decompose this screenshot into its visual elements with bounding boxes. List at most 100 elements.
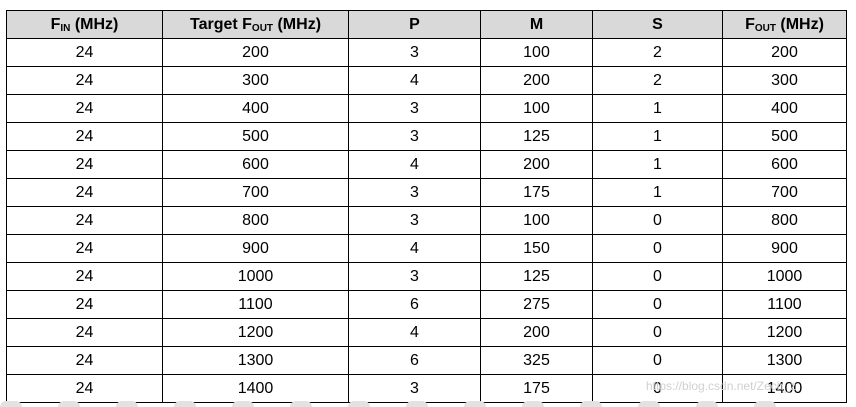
cell-target-fout: 1200: [162, 318, 349, 347]
cell-s: 0: [592, 206, 723, 235]
table-row: 24 800 3 100 0 800: [6, 206, 847, 235]
cell-fin: 24: [6, 150, 163, 179]
table-row: 24 1300 6 325 0 1300: [6, 346, 847, 375]
header-s: S: [592, 10, 723, 39]
table-body: 24 200 3 100 2 200 24 300 4 200 2 300 24 400 3 100 1 400 2…: [6, 38, 847, 403]
cell-m: 100: [480, 206, 593, 235]
cell-fout: 600: [722, 150, 847, 179]
cell-m: 175: [480, 374, 593, 403]
cell-p: 4: [348, 66, 481, 95]
cell-fin: 24: [6, 178, 163, 207]
table-row: 24 1400 3 175 0 1400: [6, 374, 847, 403]
header-p: P: [348, 10, 481, 39]
cell-s: 0: [592, 290, 723, 319]
cell-m: 125: [480, 122, 593, 151]
cell-fin: 24: [6, 346, 163, 375]
cell-p: 4: [348, 234, 481, 263]
table-row: 24 1200 4 200 0 1200: [6, 318, 847, 347]
cell-s: 0: [592, 318, 723, 347]
cell-target-fout: 300: [162, 66, 349, 95]
cell-fin: 24: [6, 122, 163, 151]
cell-fout: 300: [722, 66, 847, 95]
cell-target-fout: 200: [162, 38, 349, 67]
cell-fout: 200: [722, 38, 847, 67]
cell-s: 1: [592, 178, 723, 207]
header-fout: FOUT (MHz): [722, 10, 847, 39]
cell-s: 2: [592, 38, 723, 67]
cell-m: 275: [480, 290, 593, 319]
table-row: 24 1000 3 125 0 1000: [6, 262, 847, 291]
cropped-next-row-strip: [0, 400, 856, 407]
cell-p: 4: [348, 150, 481, 179]
cell-m: 125: [480, 262, 593, 291]
cell-s: 0: [592, 234, 723, 263]
cell-target-fout: 1300: [162, 346, 349, 375]
cell-p: 3: [348, 178, 481, 207]
cell-target-fout: 900: [162, 234, 349, 263]
pll-settings-table: FIN (MHz) Target FOUT (MHz) P M S FOUT (…: [6, 10, 847, 403]
cell-fin: 24: [6, 234, 163, 263]
cell-s: 0: [592, 346, 723, 375]
cell-m: 100: [480, 94, 593, 123]
cell-m: 100: [480, 38, 593, 67]
cell-m: 200: [480, 66, 593, 95]
cell-fout: 500: [722, 122, 847, 151]
table-row: 24 300 4 200 2 300: [6, 66, 847, 95]
cell-fin: 24: [6, 374, 163, 403]
cell-s: 1: [592, 94, 723, 123]
cell-fout: 1200: [722, 318, 847, 347]
cell-s: 0: [592, 262, 723, 291]
table-row: 24 700 3 175 1 700: [6, 178, 847, 207]
cell-fin: 24: [6, 206, 163, 235]
cell-s: 0: [592, 374, 723, 403]
cell-fin: 24: [6, 94, 163, 123]
cell-m: 200: [480, 150, 593, 179]
table-row: 24 400 3 100 1 400: [6, 94, 847, 123]
cell-p: 6: [348, 346, 481, 375]
cell-p: 6: [348, 290, 481, 319]
cell-target-fout: 800: [162, 206, 349, 235]
cell-target-fout: 500: [162, 122, 349, 151]
cell-fout: 400: [722, 94, 847, 123]
header-m: M: [480, 10, 593, 39]
cell-fout: 700: [722, 178, 847, 207]
cell-p: 3: [348, 94, 481, 123]
header-target-fout: Target FOUT (MHz): [162, 10, 349, 39]
cell-fin: 24: [6, 66, 163, 95]
cell-fout: 1400: [722, 374, 847, 403]
cell-s: 1: [592, 150, 723, 179]
cell-target-fout: 600: [162, 150, 349, 179]
cell-s: 1: [592, 122, 723, 151]
cell-p: 3: [348, 374, 481, 403]
cell-target-fout: 400: [162, 94, 349, 123]
cell-target-fout: 1400: [162, 374, 349, 403]
table-row: 24 900 4 150 0 900: [6, 234, 847, 263]
table-header-row: FIN (MHz) Target FOUT (MHz) P M S FOUT (…: [6, 10, 847, 39]
cell-m: 325: [480, 346, 593, 375]
cell-target-fout: 700: [162, 178, 349, 207]
cell-p: 3: [348, 122, 481, 151]
cell-m: 150: [480, 234, 593, 263]
cell-m: 175: [480, 178, 593, 207]
header-fin: FIN (MHz): [6, 10, 163, 39]
cell-fout: 800: [722, 206, 847, 235]
cell-p: 3: [348, 38, 481, 67]
table-row: 24 200 3 100 2 200: [6, 38, 847, 67]
cell-target-fout: 1100: [162, 290, 349, 319]
cell-fin: 24: [6, 38, 163, 67]
table-row: 24 1100 6 275 0 1100: [6, 290, 847, 319]
cell-p: 4: [348, 318, 481, 347]
cell-fin: 24: [6, 290, 163, 319]
cell-fout: 1300: [722, 346, 847, 375]
cell-p: 3: [348, 262, 481, 291]
table-row: 24 500 3 125 1 500: [6, 122, 847, 151]
cell-p: 3: [348, 206, 481, 235]
cell-fin: 24: [6, 318, 163, 347]
cell-s: 2: [592, 66, 723, 95]
cell-fout: 1000: [722, 262, 847, 291]
table-row: 24 600 4 200 1 600: [6, 150, 847, 179]
cell-target-fout: 1000: [162, 262, 349, 291]
cell-fin: 24: [6, 262, 163, 291]
cell-fout: 1100: [722, 290, 847, 319]
cell-fout: 900: [722, 234, 847, 263]
